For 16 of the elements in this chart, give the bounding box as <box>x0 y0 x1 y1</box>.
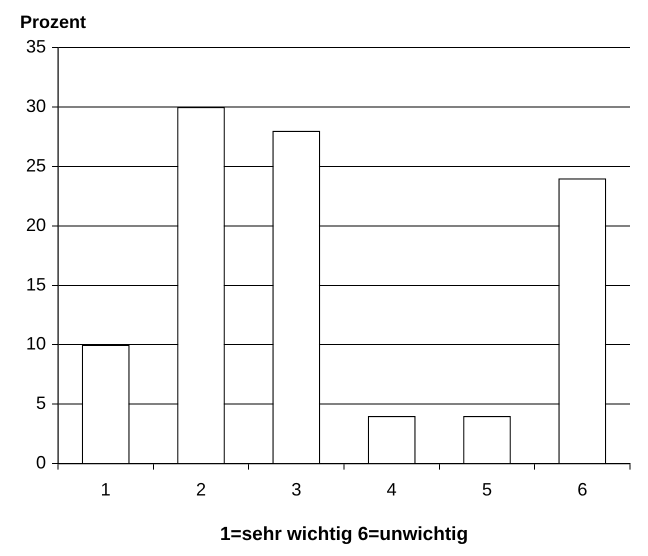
y-tick-label: 20 <box>26 214 46 235</box>
y-tick-label: 25 <box>26 155 46 176</box>
y-tick-label: 30 <box>26 96 46 116</box>
x-tick-label: 1 <box>100 479 111 500</box>
chart-title: Prozent <box>20 12 86 32</box>
y-tick-label: 15 <box>26 274 46 294</box>
y-tick-label: 35 <box>26 36 46 57</box>
y-tick-label: 10 <box>26 334 46 354</box>
x-tick-label: 2 <box>196 479 206 500</box>
y-tick-label: 0 <box>36 452 46 473</box>
x-axis-title: 1=sehr wichtig 6=unwichtig <box>220 524 468 545</box>
x-tick-label: 6 <box>577 479 588 500</box>
x-tick-label: 3 <box>291 479 302 500</box>
y-tick-label: 5 <box>36 393 46 414</box>
x-tick-label: 5 <box>482 479 492 500</box>
x-tick-label: 4 <box>386 479 397 500</box>
